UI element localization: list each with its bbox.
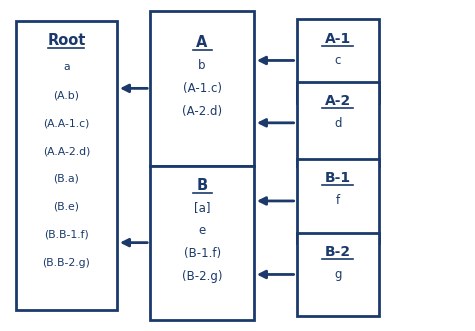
Text: g: g [334, 268, 342, 281]
Text: e: e [199, 224, 206, 237]
FancyBboxPatch shape [150, 166, 254, 320]
Text: B: B [197, 178, 208, 193]
Text: (A-1.c): (A-1.c) [182, 81, 221, 95]
Text: (B.B-2.g): (B.B-2.g) [42, 258, 90, 268]
Text: d: d [334, 117, 342, 130]
Text: (B.a): (B.a) [53, 174, 79, 184]
FancyBboxPatch shape [296, 233, 379, 316]
Text: B-1: B-1 [325, 171, 351, 185]
Text: (B-2.g): (B-2.g) [182, 270, 222, 283]
Text: b: b [199, 59, 206, 71]
Text: A-1: A-1 [325, 32, 351, 46]
FancyBboxPatch shape [150, 11, 254, 165]
Text: (A-2.d): (A-2.d) [182, 105, 222, 118]
Text: c: c [335, 55, 341, 68]
Text: Root: Root [47, 33, 86, 48]
Text: (B.B-1.f): (B.B-1.f) [44, 230, 89, 240]
Text: [a]: [a] [194, 201, 210, 214]
Text: f: f [336, 194, 340, 207]
Text: A-2: A-2 [325, 94, 351, 108]
Text: (A.A-1.c): (A.A-1.c) [43, 118, 89, 128]
Text: B-2: B-2 [325, 245, 351, 259]
Text: (B.e): (B.e) [53, 202, 79, 212]
Text: a: a [63, 62, 70, 72]
Text: (A.b): (A.b) [53, 90, 79, 100]
Text: (B-1.f): (B-1.f) [183, 247, 221, 260]
FancyBboxPatch shape [296, 20, 379, 103]
FancyBboxPatch shape [296, 82, 379, 166]
Text: A: A [196, 35, 208, 50]
Text: (A.A-2.d): (A.A-2.d) [43, 146, 90, 156]
FancyBboxPatch shape [296, 159, 379, 243]
FancyBboxPatch shape [16, 21, 117, 310]
